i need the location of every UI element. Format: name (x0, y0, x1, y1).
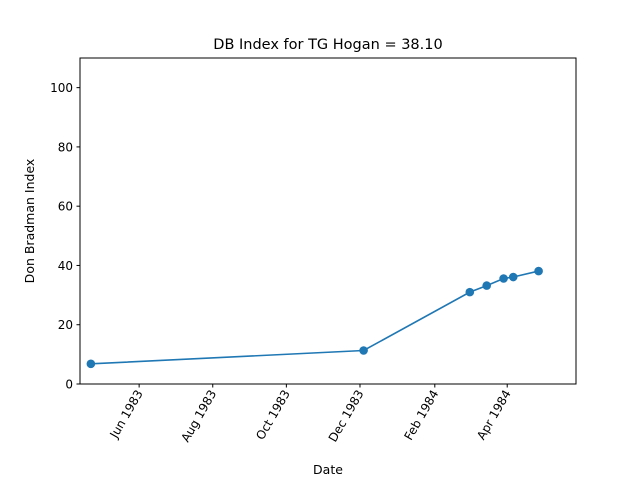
y-axis: 0 20 40 60 80 100 (50, 81, 80, 392)
data-point (465, 287, 475, 297)
y-tick-label: 0 (65, 378, 73, 392)
data-point (534, 266, 543, 276)
y-tick-label: 60 (58, 200, 73, 214)
y-axis-label: Don Bradman Index (22, 159, 37, 284)
data-point (359, 346, 368, 355)
data-point (482, 281, 491, 290)
y-tick-label: 100 (50, 81, 73, 95)
data-point (86, 359, 96, 369)
data-point (508, 272, 518, 282)
x-axis-label: Date (313, 462, 343, 477)
plot-frame (79, 57, 577, 385)
data-point (499, 274, 508, 283)
y-tick-label: 80 (58, 140, 73, 154)
y-tick-label: 20 (58, 318, 73, 332)
chart-title: DB Index for TG Hogan = 38.10 (213, 37, 442, 53)
plot-area (86, 266, 543, 369)
y-tick-label: 40 (58, 259, 73, 273)
